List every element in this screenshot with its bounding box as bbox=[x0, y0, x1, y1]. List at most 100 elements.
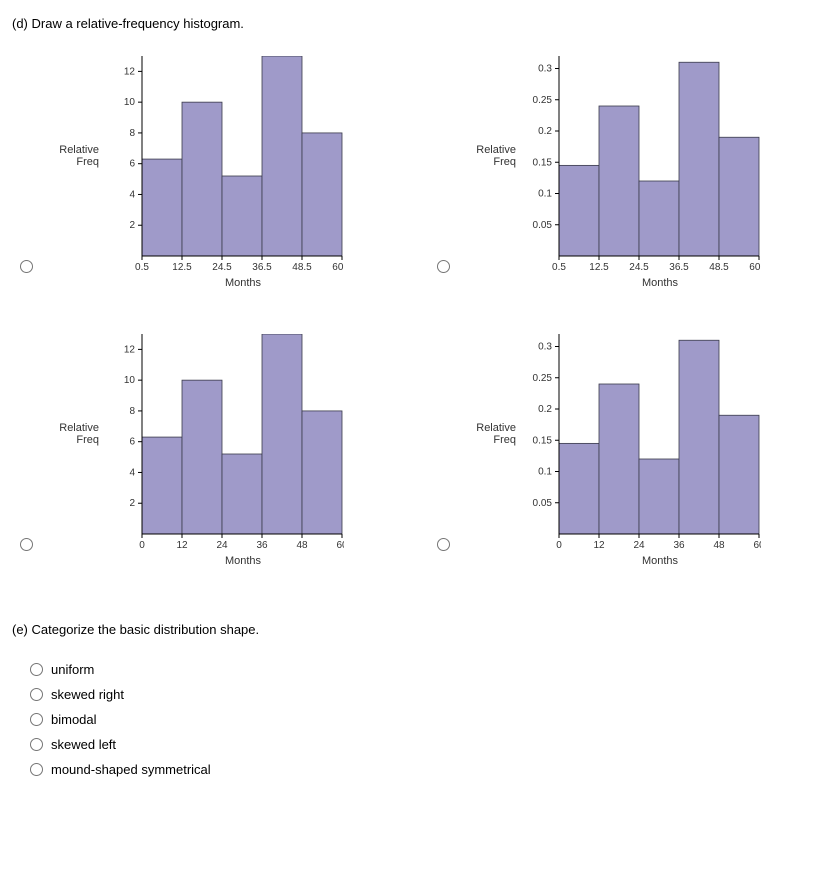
y-tick-label: 4 bbox=[129, 189, 135, 200]
x-tick-label: 0 bbox=[139, 540, 145, 551]
y-tick-label: 0.05 bbox=[533, 498, 553, 509]
distribution-option-radio[interactable] bbox=[30, 663, 43, 676]
histogram-bar bbox=[639, 459, 679, 534]
x-tick-label: 0.5 bbox=[552, 262, 566, 273]
question-e-options: uniform skewed right bimodal skewed left mou… bbox=[30, 662, 826, 777]
y-tick-label: 8 bbox=[129, 406, 135, 417]
x-tick-label: 24.5 bbox=[212, 262, 232, 273]
x-tick-label: 24 bbox=[633, 540, 645, 551]
distribution-option-label: mound-shaped symmetrical bbox=[51, 762, 211, 777]
distribution-option-label: uniform bbox=[51, 662, 94, 677]
x-tick-label: 12 bbox=[176, 540, 188, 551]
histogram-chart: Relative Freq246810120.512.524.536.548.5… bbox=[104, 56, 344, 289]
chart-option-radio[interactable] bbox=[20, 538, 33, 551]
y-tick-label: 0.1 bbox=[538, 189, 552, 200]
x-tick-label: 0.5 bbox=[135, 262, 149, 273]
x-tick-label: 48 bbox=[296, 540, 308, 551]
distribution-option-label: skewed right bbox=[51, 687, 124, 702]
y-tick-label: 8 bbox=[129, 128, 135, 139]
chart-option: Relative Freq2468101201224364860Months bbox=[12, 334, 409, 567]
distribution-option-radio[interactable] bbox=[30, 738, 43, 751]
histogram-bar bbox=[679, 62, 719, 256]
y-tick-label: 0.15 bbox=[533, 157, 553, 168]
chart-option-radio[interactable] bbox=[20, 260, 33, 273]
y-axis-label: Relative Freq bbox=[34, 422, 99, 446]
x-axis-label: Months bbox=[521, 277, 761, 289]
distribution-option-radio[interactable] bbox=[30, 713, 43, 726]
histogram-bar bbox=[599, 106, 639, 256]
histogram-bar bbox=[302, 411, 342, 534]
chart-option-radio[interactable] bbox=[437, 538, 450, 551]
histogram-bar bbox=[302, 133, 342, 256]
y-tick-label: 6 bbox=[129, 159, 135, 170]
distribution-option[interactable]: skewed right bbox=[30, 687, 826, 702]
y-tick-label: 2 bbox=[129, 498, 135, 509]
y-axis-label: Relative Freq bbox=[451, 422, 516, 446]
histogram-bar bbox=[719, 415, 759, 534]
y-tick-label: 0.25 bbox=[533, 373, 553, 384]
chart-option: Relative Freq 0.05 0.1 0.15 0.2 0.25 0.3 0 12 24 3… bbox=[429, 334, 826, 567]
distribution-option-radio[interactable] bbox=[30, 688, 43, 701]
y-tick-label: 0.05 bbox=[533, 220, 553, 231]
x-tick-label: 36 bbox=[673, 540, 685, 551]
y-tick-label: 12 bbox=[124, 66, 136, 77]
histogram-bar bbox=[262, 56, 302, 256]
y-tick-label: 0.1 bbox=[538, 467, 552, 478]
chart-option: Relative Freq246810120.512.524.536.548.5… bbox=[12, 56, 409, 289]
x-tick-label: 48.5 bbox=[709, 262, 729, 273]
y-tick-label: 0.2 bbox=[538, 126, 552, 137]
y-tick-label: 12 bbox=[124, 344, 136, 355]
question-d-prompt: (d) Draw a relative-frequency histogram. bbox=[12, 16, 826, 31]
y-tick-label: 4 bbox=[129, 467, 135, 478]
histogram-chart: Relative Freq2468101201224364860Months bbox=[104, 334, 344, 567]
y-tick-label: 0.15 bbox=[533, 435, 553, 446]
histogram-bar bbox=[639, 181, 679, 256]
x-tick-label: 0 bbox=[556, 540, 562, 551]
histogram-bar bbox=[142, 437, 182, 534]
x-tick-label: 12.5 bbox=[589, 262, 609, 273]
x-tick-label: 36 bbox=[256, 540, 268, 551]
x-tick-label: 12 bbox=[593, 540, 605, 551]
x-tick-label: 60 bbox=[336, 540, 344, 551]
histogram-bar bbox=[719, 137, 759, 256]
chart-options-grid: Relative Freq246810120.512.524.536.548.5… bbox=[12, 56, 826, 567]
histogram-bar bbox=[262, 334, 302, 534]
distribution-option-label: bimodal bbox=[51, 712, 97, 727]
histogram-bar bbox=[182, 380, 222, 534]
x-tick-label: 60.5 bbox=[749, 262, 761, 273]
x-tick-label: 24.5 bbox=[629, 262, 649, 273]
x-tick-label: 24 bbox=[216, 540, 228, 551]
y-tick-label: 2 bbox=[129, 220, 135, 231]
chart-option-radio[interactable] bbox=[437, 260, 450, 273]
y-axis-label: Relative Freq bbox=[34, 144, 99, 168]
question-e-prompt: (e) Categorize the basic distribution sh… bbox=[12, 622, 826, 637]
distribution-option[interactable]: mound-shaped symmetrical bbox=[30, 762, 826, 777]
histogram-bar bbox=[142, 159, 182, 256]
distribution-option[interactable]: skewed left bbox=[30, 737, 826, 752]
y-tick-label: 0.3 bbox=[538, 342, 552, 353]
y-tick-label: 6 bbox=[129, 437, 135, 448]
distribution-option-label: skewed left bbox=[51, 737, 116, 752]
y-tick-label: 10 bbox=[124, 97, 136, 108]
y-tick-label: 0.3 bbox=[538, 64, 552, 75]
x-tick-label: 60 bbox=[753, 540, 761, 551]
chart-option: Relative Freq 0.05 0.1 0.15 0.2 0.25 0.3 0.5 12.… bbox=[429, 56, 826, 289]
x-axis-label: Months bbox=[104, 277, 344, 289]
histogram-chart: Relative Freq0.050.10.150.20.250.30.512.… bbox=[521, 56, 761, 289]
histogram-bar bbox=[182, 102, 222, 256]
distribution-option[interactable]: bimodal bbox=[30, 712, 826, 727]
x-tick-label: 48.5 bbox=[292, 262, 312, 273]
x-tick-label: 36.5 bbox=[252, 262, 272, 273]
histogram-bar bbox=[222, 454, 262, 534]
histogram-bar bbox=[222, 176, 262, 256]
histogram-bar bbox=[599, 384, 639, 534]
distribution-option[interactable]: uniform bbox=[30, 662, 826, 677]
x-axis-label: Months bbox=[521, 555, 761, 567]
y-axis-label: Relative Freq bbox=[451, 144, 516, 168]
distribution-option-radio[interactable] bbox=[30, 763, 43, 776]
x-tick-label: 60.5 bbox=[332, 262, 344, 273]
y-tick-label: 0.2 bbox=[538, 404, 552, 415]
y-tick-label: 0.25 bbox=[533, 95, 553, 106]
x-tick-label: 36.5 bbox=[669, 262, 689, 273]
histogram-chart: Relative Freq0.050.10.150.20.250.3012243… bbox=[521, 334, 761, 567]
